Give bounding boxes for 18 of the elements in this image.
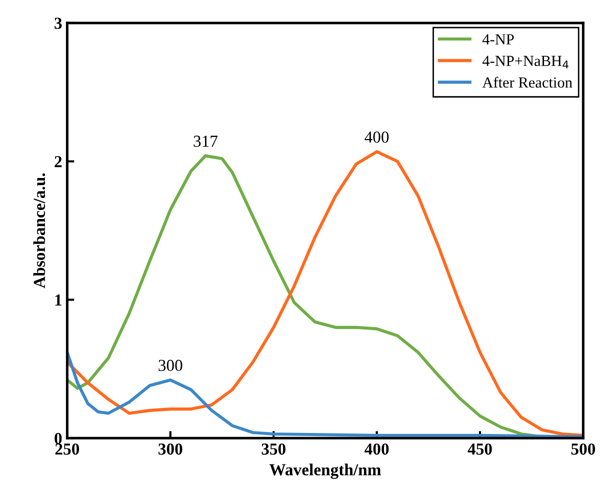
y-tick-label: 0: [54, 432, 62, 444]
x-axis-title: Wavelength/nm: [269, 464, 381, 479]
y-axis-title: Absorbance/a.u.: [33, 173, 46, 288]
y-tick-label: 1: [55, 294, 62, 306]
legend-label: 4-NP+NaBH$_{4}$: [482, 56, 568, 68]
x-tick-label: 300: [158, 443, 182, 455]
x-tick-label: 250: [55, 443, 80, 455]
y-tick-label: 2: [54, 156, 62, 168]
legend-label: After Reaction: [482, 76, 572, 88]
x-tick-label: 400: [364, 443, 389, 455]
annotation: 300: [158, 360, 182, 372]
annotation: 400: [364, 131, 389, 143]
y-tick-label: 3: [54, 18, 62, 29]
annotation: 317: [194, 136, 218, 147]
x-tick-label: 450: [468, 443, 492, 455]
x-tick-label: 500: [571, 443, 596, 455]
legend-label: 4-NP: [482, 34, 514, 44]
x-tick-label: 350: [262, 443, 286, 455]
